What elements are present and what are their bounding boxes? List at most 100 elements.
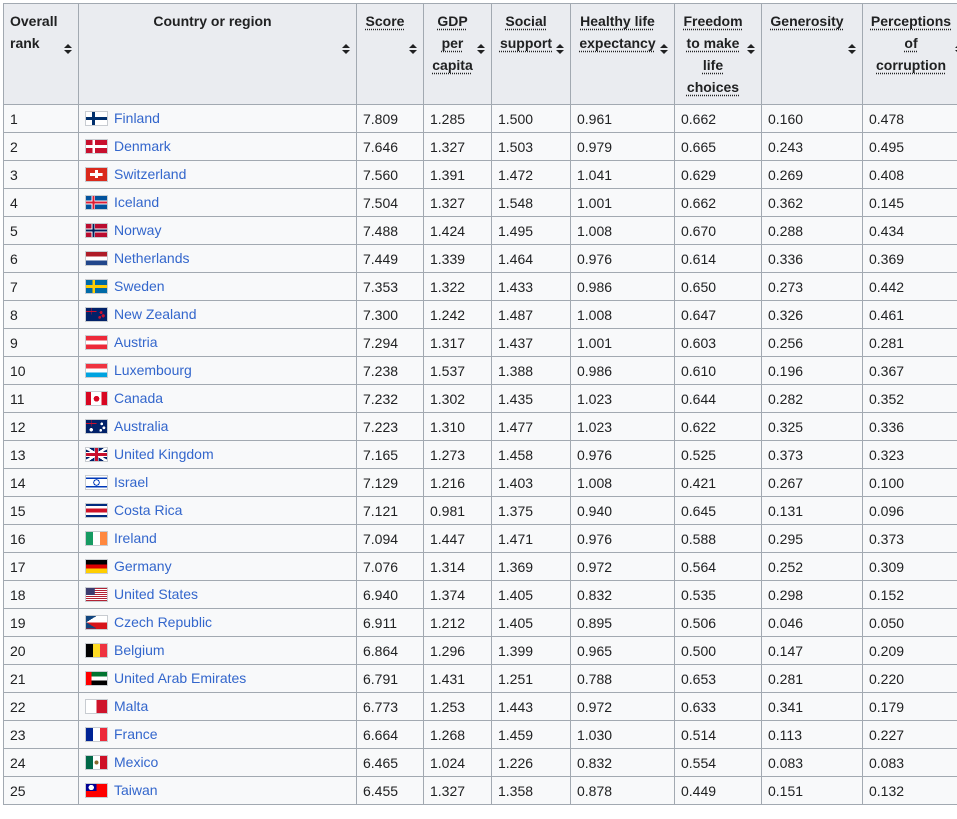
- flag-netherlands-icon: [85, 251, 108, 266]
- social-cell: 1.399: [492, 637, 571, 665]
- freedom-cell: 0.653: [675, 665, 762, 693]
- column-header-label: Overall rank: [10, 10, 62, 54]
- country-cell: Malta: [79, 693, 357, 721]
- corruption-cell: 0.179: [863, 693, 957, 721]
- country-cell: Taiwan: [79, 777, 357, 805]
- table-row: 23France6.6641.2681.4591.0300.5140.1130.…: [4, 721, 957, 749]
- country-link[interactable]: United Arab Emirates: [114, 670, 246, 686]
- country-cell: Austria: [79, 329, 357, 357]
- corruption-cell: 0.227: [863, 721, 957, 749]
- country-link[interactable]: Belgium: [114, 642, 165, 658]
- country-link[interactable]: Taiwan: [114, 782, 158, 798]
- freedom-cell: 0.614: [675, 245, 762, 273]
- column-header-country[interactable]: Country or region: [79, 4, 357, 105]
- rank-cell: 23: [4, 721, 79, 749]
- country-link[interactable]: Canada: [114, 390, 163, 406]
- score-cell: 7.300: [357, 301, 424, 329]
- corruption-cell: 0.495: [863, 133, 957, 161]
- column-header-gdp[interactable]: GDP per capita: [424, 4, 492, 105]
- score-cell: 6.465: [357, 749, 424, 777]
- health-cell: 1.001: [571, 189, 675, 217]
- generosity-cell: 0.256: [762, 329, 863, 357]
- sort-icon[interactable]: [64, 44, 72, 56]
- rank-cell: 24: [4, 749, 79, 777]
- column-header-score[interactable]: Score: [357, 4, 424, 105]
- flag-czech-republic-icon: [85, 615, 108, 630]
- country-link[interactable]: Denmark: [114, 138, 171, 154]
- corruption-cell: 0.309: [863, 553, 957, 581]
- gdp-cell: 1.216: [424, 469, 492, 497]
- gdp-cell: 1.024: [424, 749, 492, 777]
- sort-icon[interactable]: [747, 44, 755, 56]
- social-cell: 1.487: [492, 301, 571, 329]
- freedom-cell: 0.644: [675, 385, 762, 413]
- country-link[interactable]: United States: [114, 586, 198, 602]
- country-link[interactable]: Australia: [114, 418, 168, 434]
- freedom-cell: 0.610: [675, 357, 762, 385]
- social-cell: 1.369: [492, 553, 571, 581]
- sort-icon[interactable]: [477, 44, 485, 56]
- country-cell: Sweden: [79, 273, 357, 301]
- country-link[interactable]: Norway: [114, 222, 161, 238]
- country-link[interactable]: Costa Rica: [114, 502, 182, 518]
- freedom-cell: 0.603: [675, 329, 762, 357]
- country-link[interactable]: Germany: [114, 558, 172, 574]
- column-header-generosity[interactable]: Generosity: [762, 4, 863, 105]
- country-link[interactable]: Czech Republic: [114, 614, 212, 630]
- country-link[interactable]: Iceland: [114, 194, 159, 210]
- country-link[interactable]: Sweden: [114, 278, 165, 294]
- column-header-freedom[interactable]: Freedom to make life choices: [675, 4, 762, 105]
- country-link[interactable]: Ireland: [114, 530, 157, 546]
- flag-switzerland-icon: [85, 167, 108, 182]
- country-link[interactable]: France: [114, 726, 158, 742]
- rank-cell: 12: [4, 413, 79, 441]
- country-link[interactable]: Mexico: [114, 754, 158, 770]
- corruption-cell: 0.152: [863, 581, 957, 609]
- country-link[interactable]: United Kingdom: [114, 446, 214, 462]
- country-link[interactable]: New Zealand: [114, 306, 197, 322]
- flag-austria-icon: [85, 335, 108, 350]
- social-cell: 1.472: [492, 161, 571, 189]
- country-cell: New Zealand: [79, 301, 357, 329]
- country-link[interactable]: Austria: [114, 334, 158, 350]
- corruption-cell: 0.434: [863, 217, 957, 245]
- corruption-cell: 0.323: [863, 441, 957, 469]
- score-cell: 6.791: [357, 665, 424, 693]
- country-cell: Canada: [79, 385, 357, 413]
- flag-mexico-icon: [85, 755, 108, 770]
- corruption-cell: 0.100: [863, 469, 957, 497]
- column-header-rank[interactable]: Overall rank: [4, 4, 79, 105]
- country-link[interactable]: Luxembourg: [114, 362, 192, 378]
- flag-sweden-icon: [85, 279, 108, 294]
- social-cell: 1.548: [492, 189, 571, 217]
- flag-denmark-icon: [85, 139, 108, 154]
- column-header-social[interactable]: Social support: [492, 4, 571, 105]
- freedom-cell: 0.629: [675, 161, 762, 189]
- header-row: Overall rank Country or regionScoreGDP pe…: [4, 4, 957, 105]
- sort-icon[interactable]: [409, 44, 417, 56]
- sort-icon[interactable]: [342, 44, 350, 56]
- social-cell: 1.375: [492, 497, 571, 525]
- sort-icon[interactable]: [660, 44, 668, 56]
- country-link[interactable]: Finland: [114, 110, 160, 126]
- freedom-cell: 0.645: [675, 497, 762, 525]
- country-link[interactable]: Switzerland: [114, 166, 186, 182]
- corruption-cell: 0.083: [863, 749, 957, 777]
- country-link[interactable]: Malta: [114, 698, 148, 714]
- corruption-cell: 0.461: [863, 301, 957, 329]
- rank-cell: 21: [4, 665, 79, 693]
- gdp-cell: 1.310: [424, 413, 492, 441]
- rank-cell: 4: [4, 189, 79, 217]
- column-header-corruption[interactable]: Perceptions of corruption: [863, 4, 957, 105]
- rank-cell: 5: [4, 217, 79, 245]
- social-cell: 1.459: [492, 721, 571, 749]
- score-cell: 7.165: [357, 441, 424, 469]
- sort-icon[interactable]: [556, 44, 564, 56]
- sort-icon[interactable]: [848, 44, 856, 56]
- gdp-cell: 1.339: [424, 245, 492, 273]
- freedom-cell: 0.500: [675, 637, 762, 665]
- country-link[interactable]: Netherlands: [114, 250, 190, 266]
- column-header-health[interactable]: Healthy life expectancy: [571, 4, 675, 105]
- country-link[interactable]: Israel: [114, 474, 148, 490]
- health-cell: 1.008: [571, 469, 675, 497]
